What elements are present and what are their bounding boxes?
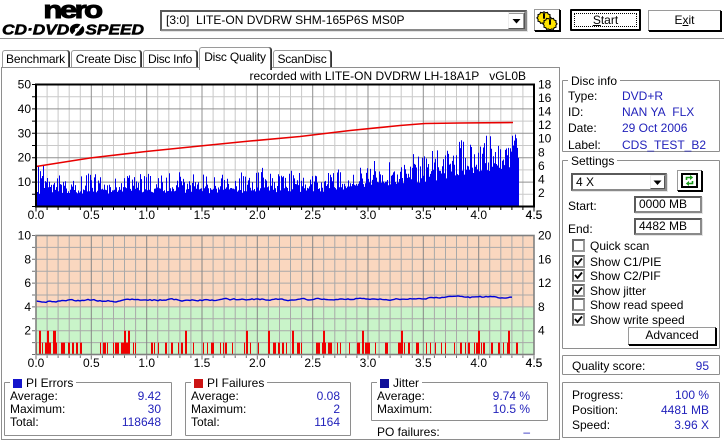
svg-text:14: 14 [538, 105, 552, 119]
svg-text:20: 20 [538, 229, 552, 243]
svg-text:18: 18 [538, 78, 552, 92]
svg-text:2: 2 [538, 186, 545, 200]
svg-text:16: 16 [538, 91, 552, 105]
svg-text:4.5: 4.5 [526, 208, 543, 222]
svg-text:3.0: 3.0 [360, 356, 377, 370]
svg-text:6: 6 [538, 159, 545, 173]
svg-text:10: 10 [18, 175, 32, 189]
svg-text:0.0: 0.0 [28, 356, 45, 370]
svg-text:3.0: 3.0 [360, 208, 377, 222]
svg-text:0.0: 0.0 [28, 208, 45, 222]
svg-text:6: 6 [24, 276, 31, 290]
svg-text:2.0: 2.0 [249, 356, 266, 370]
svg-text:16: 16 [538, 252, 552, 266]
svg-text:3.5: 3.5 [415, 356, 432, 370]
svg-text:4.5: 4.5 [526, 208, 543, 222]
svg-text:4: 4 [538, 324, 545, 338]
svg-text:1.0: 1.0 [138, 208, 155, 222]
svg-text:2.5: 2.5 [304, 356, 321, 370]
svg-text:10: 10 [538, 132, 552, 146]
svg-text:4: 4 [538, 172, 545, 186]
svg-text:8: 8 [24, 252, 31, 266]
svg-text:10: 10 [18, 229, 32, 243]
svg-text:0.5: 0.5 [83, 208, 100, 222]
svg-text:8: 8 [538, 300, 545, 314]
svg-text:recorded with LITE-ON DVDRW LH: recorded with LITE-ON DVDRW LH-18A1P vGL… [249, 69, 526, 83]
svg-text:1.5: 1.5 [194, 208, 211, 222]
svg-text:30: 30 [18, 126, 32, 140]
svg-text:4: 4 [24, 300, 31, 314]
svg-text:4.5: 4.5 [526, 356, 543, 370]
svg-text:1.0: 1.0 [138, 356, 155, 370]
svg-text:4.5: 4.5 [526, 356, 543, 370]
svg-text:2.5: 2.5 [304, 208, 321, 222]
svg-text:12: 12 [538, 118, 552, 132]
svg-text:12: 12 [538, 276, 552, 290]
svg-text:3.5: 3.5 [415, 208, 432, 222]
svg-text:0.5: 0.5 [83, 356, 100, 370]
svg-text:40: 40 [18, 102, 32, 116]
svg-text:20: 20 [18, 151, 32, 165]
svg-text:4.0: 4.0 [470, 356, 487, 370]
svg-text:2: 2 [24, 324, 31, 338]
svg-text:8: 8 [538, 145, 545, 159]
svg-text:2.0: 2.0 [249, 208, 266, 222]
svg-text:1.5: 1.5 [194, 356, 211, 370]
svg-text:4.0: 4.0 [470, 208, 487, 222]
svg-text:50: 50 [18, 78, 32, 92]
